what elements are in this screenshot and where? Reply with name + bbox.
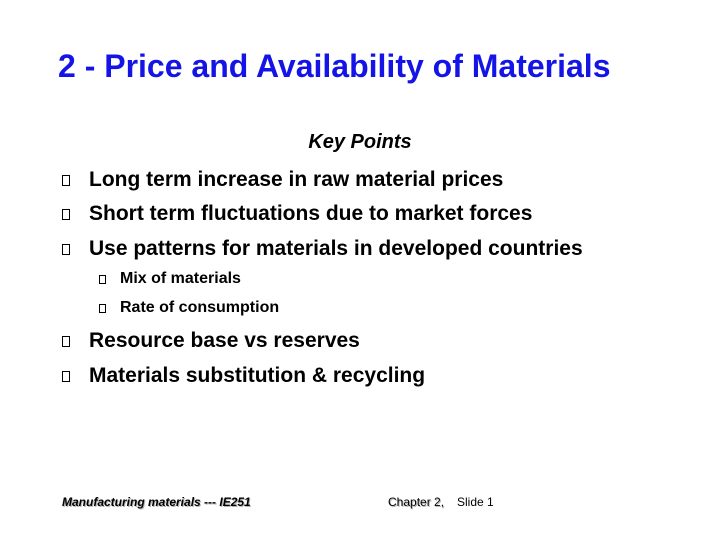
hollow-square-icon	[99, 303, 106, 313]
bullet-text: Resource base vs reserves	[89, 329, 360, 352]
bullet-text: Short term fluctuations due to market fo…	[89, 202, 533, 225]
bullet-item: Short term fluctuations due to market fo…	[62, 200, 532, 228]
bullet-item: Resource base vs reserves	[62, 327, 360, 355]
hollow-square-icon	[99, 274, 106, 284]
hollow-square-icon	[62, 174, 70, 186]
sub-bullet-item: Mix of materials	[99, 268, 241, 290]
footer-slide-number: Slide 1	[457, 495, 494, 509]
slide-subtitle: Key Points	[308, 131, 412, 153]
hollow-square-icon	[62, 335, 70, 347]
hollow-square-icon	[62, 370, 70, 382]
sub-bullet-text: Rate of consumption	[120, 299, 280, 316]
sub-bullet-text: Mix of materials	[120, 270, 241, 287]
slide-title: 2 - Price and Availability of Materials	[58, 48, 611, 84]
bullet-item: Long term increase in raw material price…	[62, 166, 503, 194]
hollow-square-icon	[62, 208, 70, 220]
bullet-text: Use patterns for materials in developed …	[89, 237, 583, 260]
sub-bullet-item: Rate of consumption	[99, 297, 279, 319]
hollow-square-icon	[62, 243, 70, 255]
bullet-item: Materials substitution & recycling	[62, 362, 425, 390]
footer-chapter: Chapter 2,	[388, 495, 445, 509]
footer-course: Manufacturing materials --- IE251	[62, 495, 251, 509]
bullet-text: Long term increase in raw material price…	[89, 168, 504, 191]
bullet-item: Use patterns for materials in developed …	[62, 235, 583, 263]
bullet-text: Materials substitution & recycling	[89, 364, 426, 387]
